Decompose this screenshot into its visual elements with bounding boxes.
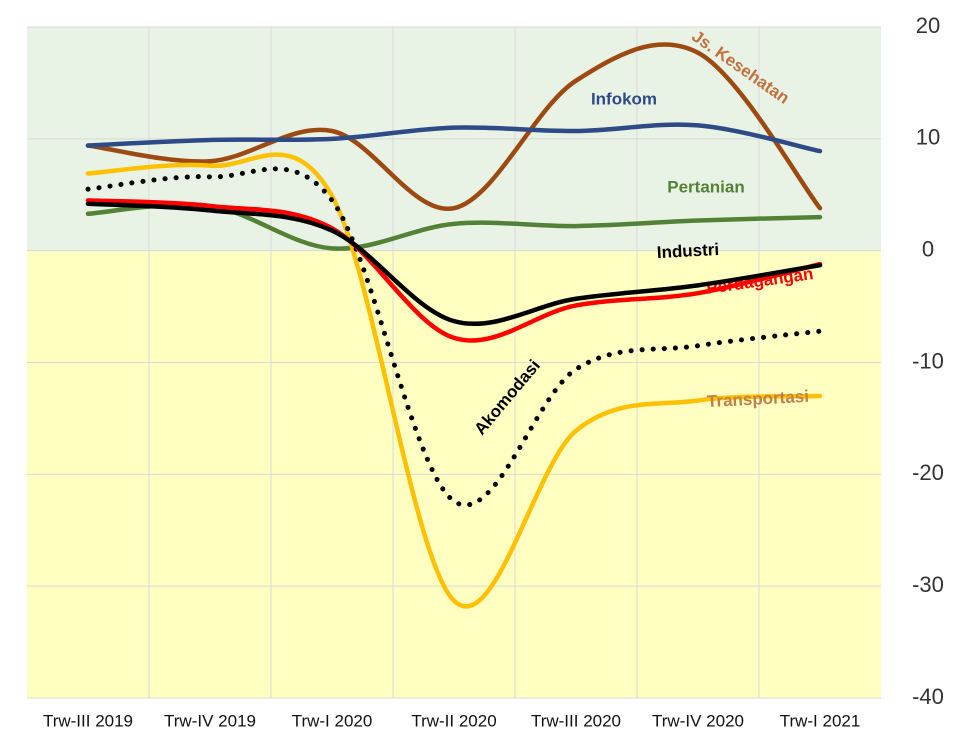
series-line: [85, 122, 823, 154]
y-tick-label: -10: [912, 348, 944, 373]
x-tick-label: Trw-IV 2019: [164, 711, 256, 730]
series-label: Industri: [656, 240, 719, 262]
y-tick-label: 20: [916, 13, 940, 38]
y-tick-label: 0: [922, 236, 934, 261]
x-tick-label: Trw-II 2020: [411, 711, 496, 730]
series-label: Pertanian: [667, 177, 744, 196]
x-tick-label: Trw-I 2021: [780, 711, 861, 730]
x-tick-label: Trw-I 2020: [292, 711, 373, 730]
series-label: Infokom: [591, 89, 657, 108]
y-tick-label: -20: [912, 460, 944, 485]
series-line: [85, 152, 823, 609]
x-tick-label: Trw-IV 2020: [652, 711, 744, 730]
y-tick-label: 10: [916, 125, 940, 150]
x-tick-label: Trw-III 2019: [43, 711, 133, 730]
x-tick-label: Trw-III 2020: [531, 711, 621, 730]
y-tick-label: -30: [912, 572, 944, 597]
series-line: [85, 201, 823, 327]
series-line: [85, 166, 823, 508]
series-line: [85, 198, 823, 343]
y-tick-label: -40: [912, 684, 944, 709]
series-line: [85, 42, 823, 211]
